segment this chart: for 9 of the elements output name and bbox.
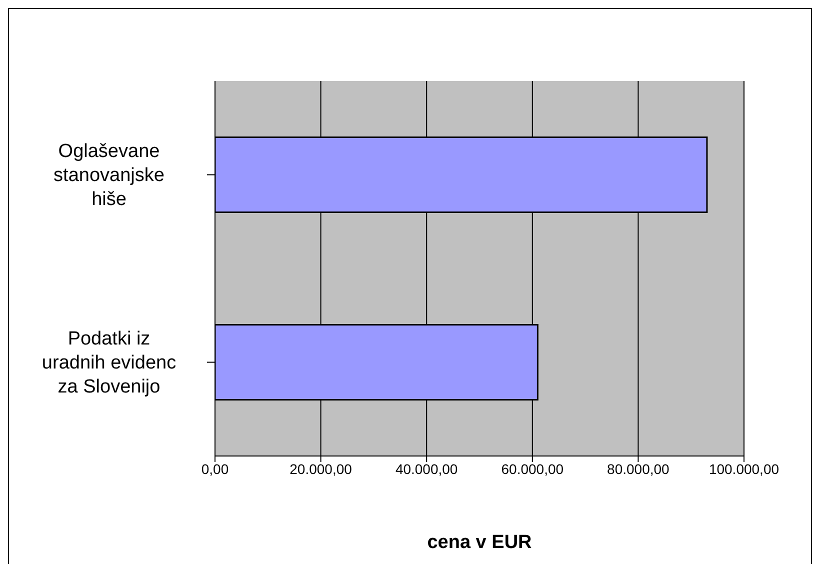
y-tick-label: Podatki iz uradnih evidenc za Slovenijo: [42, 328, 176, 397]
x-tick-label: 100.000,00: [708, 460, 780, 477]
x-tick-label: 80.000,00: [607, 460, 670, 477]
x-tick-label: 40.000,00: [395, 460, 458, 477]
x-tick-label: 20.000,00: [290, 460, 352, 477]
x-tick-label: 0,00: [201, 460, 229, 477]
x-axis-title: cena v EUR: [427, 532, 532, 553]
x-tick-label: 60.000,00: [501, 460, 564, 477]
y-tick-label: Oglaševane stanovanjske hiše: [54, 140, 164, 210]
